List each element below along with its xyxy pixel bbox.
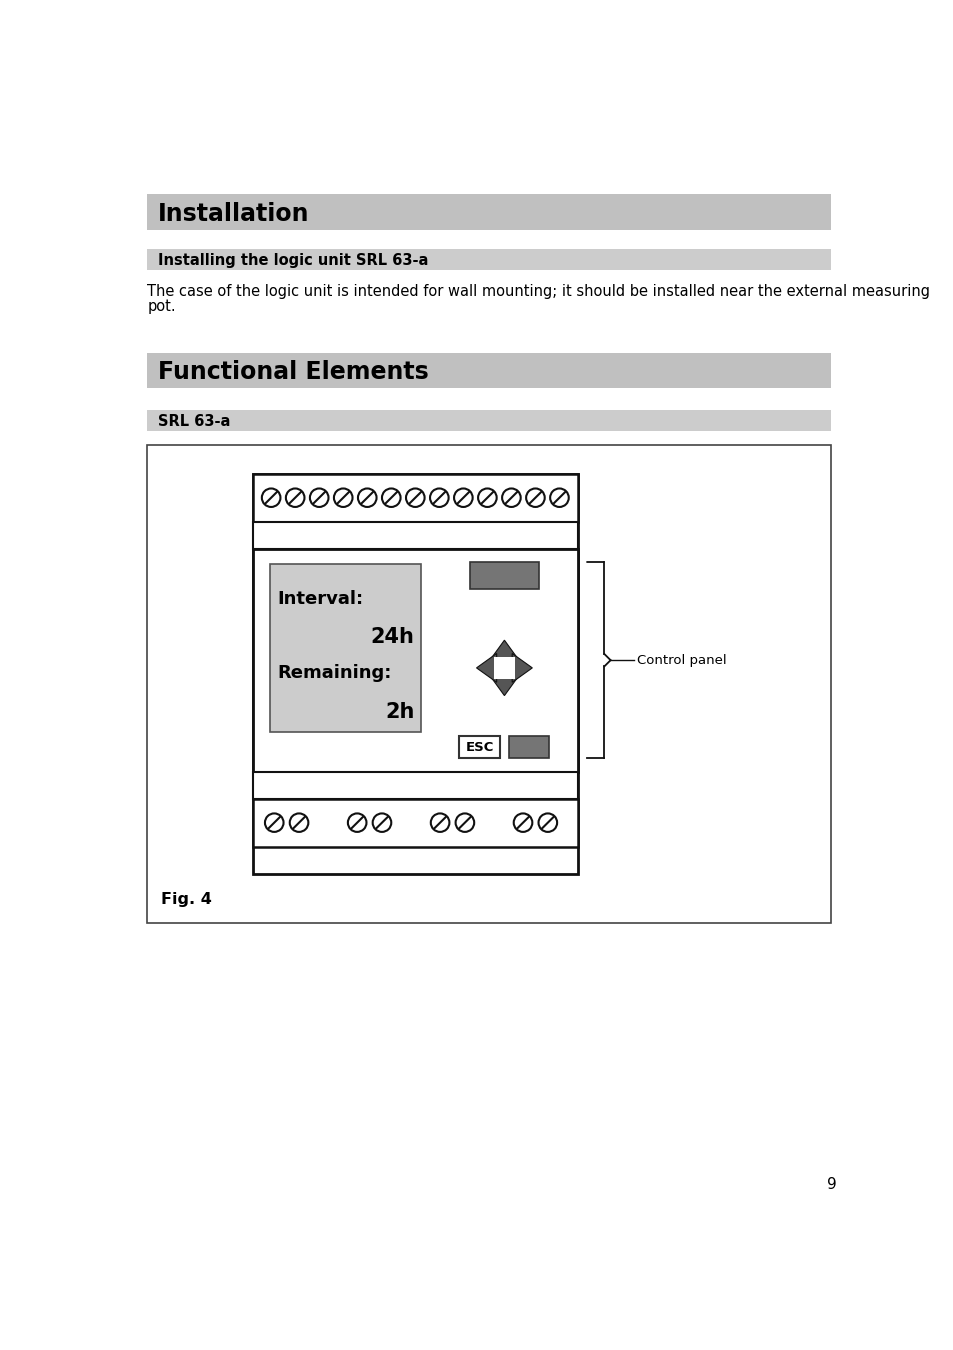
Circle shape	[430, 489, 448, 508]
Bar	[270, 564, 420, 732]
Bar	[147, 352, 830, 389]
Circle shape	[431, 814, 449, 832]
Circle shape	[537, 814, 557, 832]
Text: pot.: pot.	[147, 300, 175, 315]
Bar	[470, 563, 537, 589]
Circle shape	[261, 489, 280, 508]
Bar	[147, 446, 830, 923]
Circle shape	[310, 489, 328, 508]
Circle shape	[406, 489, 424, 508]
Bar	[509, 736, 549, 757]
Polygon shape	[490, 675, 518, 695]
Text: Interval:: Interval:	[277, 590, 363, 608]
Circle shape	[286, 489, 304, 508]
Circle shape	[454, 489, 472, 508]
Polygon shape	[512, 653, 532, 682]
Text: SRL 63-a: SRL 63-a	[158, 414, 230, 429]
Circle shape	[290, 814, 308, 832]
Text: The case of the logic unit is intended for wall mounting; it should be installed: The case of the logic unit is intended f…	[147, 285, 929, 300]
Circle shape	[513, 814, 532, 832]
Circle shape	[334, 489, 353, 508]
Circle shape	[357, 489, 376, 508]
Bar	[253, 474, 578, 875]
Text: Installing the logic unit SRL 63-a: Installing the logic unit SRL 63-a	[158, 252, 428, 267]
Text: Control panel: Control panel	[637, 653, 726, 667]
Text: Fig. 4: Fig. 4	[161, 892, 212, 907]
Bar	[147, 194, 830, 230]
Text: Installation: Installation	[158, 201, 309, 225]
Circle shape	[550, 489, 568, 508]
Text: ESC: ESC	[465, 741, 494, 753]
Text: Functional Elements: Functional Elements	[158, 360, 428, 385]
Circle shape	[456, 814, 474, 832]
Circle shape	[265, 814, 283, 832]
Circle shape	[477, 489, 497, 508]
Text: 9: 9	[826, 1177, 836, 1192]
Text: Remaining:: Remaining:	[277, 664, 392, 682]
Bar	[253, 474, 578, 521]
Bar	[147, 248, 830, 270]
Circle shape	[381, 489, 400, 508]
Bar	[493, 657, 515, 679]
Bar	[147, 410, 830, 431]
Bar	[253, 548, 578, 772]
Bar	[253, 799, 578, 846]
Polygon shape	[490, 640, 518, 660]
Circle shape	[373, 814, 391, 832]
Circle shape	[501, 489, 520, 508]
Circle shape	[348, 814, 366, 832]
Text: 2h: 2h	[385, 702, 415, 722]
Bar	[459, 736, 499, 757]
Bar	[253, 521, 578, 548]
Text: 24h: 24h	[371, 628, 415, 647]
Circle shape	[525, 489, 544, 508]
Bar	[253, 772, 578, 799]
Polygon shape	[476, 653, 497, 682]
